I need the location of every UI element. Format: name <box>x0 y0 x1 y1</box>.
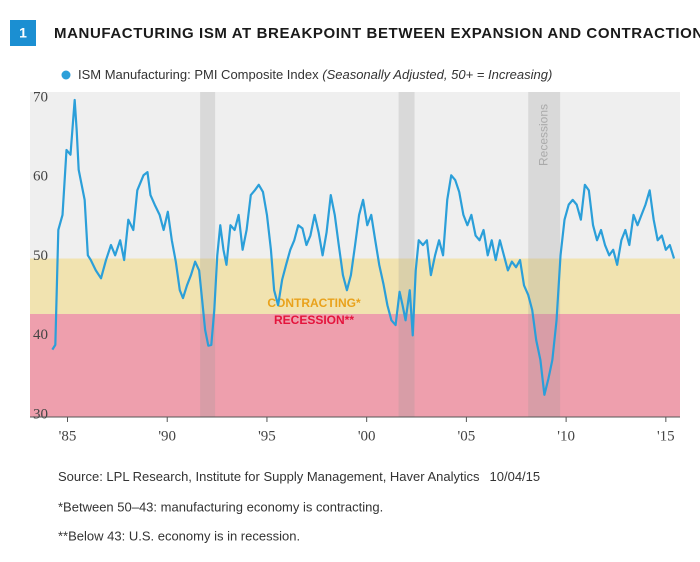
y-tick-label: 40 <box>33 327 48 343</box>
x-tick-label: '85 <box>59 428 77 444</box>
x-tick-label: '10 <box>557 428 575 444</box>
chart-title: MANUFACTURING ISM AT BREAKPOINT BETWEEN … <box>54 25 700 42</box>
zone-label: RECESSION** <box>274 313 354 327</box>
zone <box>30 313 680 417</box>
recession-band <box>200 92 216 417</box>
footnote: **Below 43: U.S. economy is in recession… <box>58 528 300 543</box>
y-tick-label: 60 <box>33 169 48 185</box>
recession-band <box>528 92 561 417</box>
source-text: Source: LPL Research, Institute for Supp… <box>58 469 480 484</box>
plot: Recessions CONTRACTING* RECESSION** 30 40 50 6… <box>30 89 680 444</box>
x-tick-label: '95 <box>258 428 276 444</box>
zone-label: CONTRACTING* <box>267 296 361 310</box>
source-date: 10/04/15 <box>490 469 541 484</box>
zone <box>30 258 680 314</box>
x-tick-label: '90 <box>158 428 176 444</box>
number-box <box>10 20 36 46</box>
x-tick-label: '05 <box>458 428 476 444</box>
legend-label: ISM Manufacturing: PMI Composite Index (… <box>78 67 552 82</box>
x-tick-label: '15 <box>657 428 675 444</box>
x-tick-label: '00 <box>358 428 376 444</box>
y-tick-label: 70 <box>33 89 48 105</box>
legend-note: (Seasonally Adjusted, 50+ = Increasing) <box>322 67 552 82</box>
legend-series: ISM Manufacturing: PMI Composite Index <box>78 67 319 82</box>
chart-number: 1 <box>19 25 27 41</box>
source: Source: LPL Research, Institute for Supp… <box>58 469 540 484</box>
recession-label: Recessions <box>536 104 550 166</box>
y-tick-label: 30 <box>33 406 48 422</box>
data-line <box>51 98 676 396</box>
recession-band <box>398 92 415 417</box>
footnote: *Between 50–43: manufacturing economy is… <box>58 499 383 514</box>
legend-marker <box>61 70 71 80</box>
y-tick-label: 50 <box>33 248 48 264</box>
